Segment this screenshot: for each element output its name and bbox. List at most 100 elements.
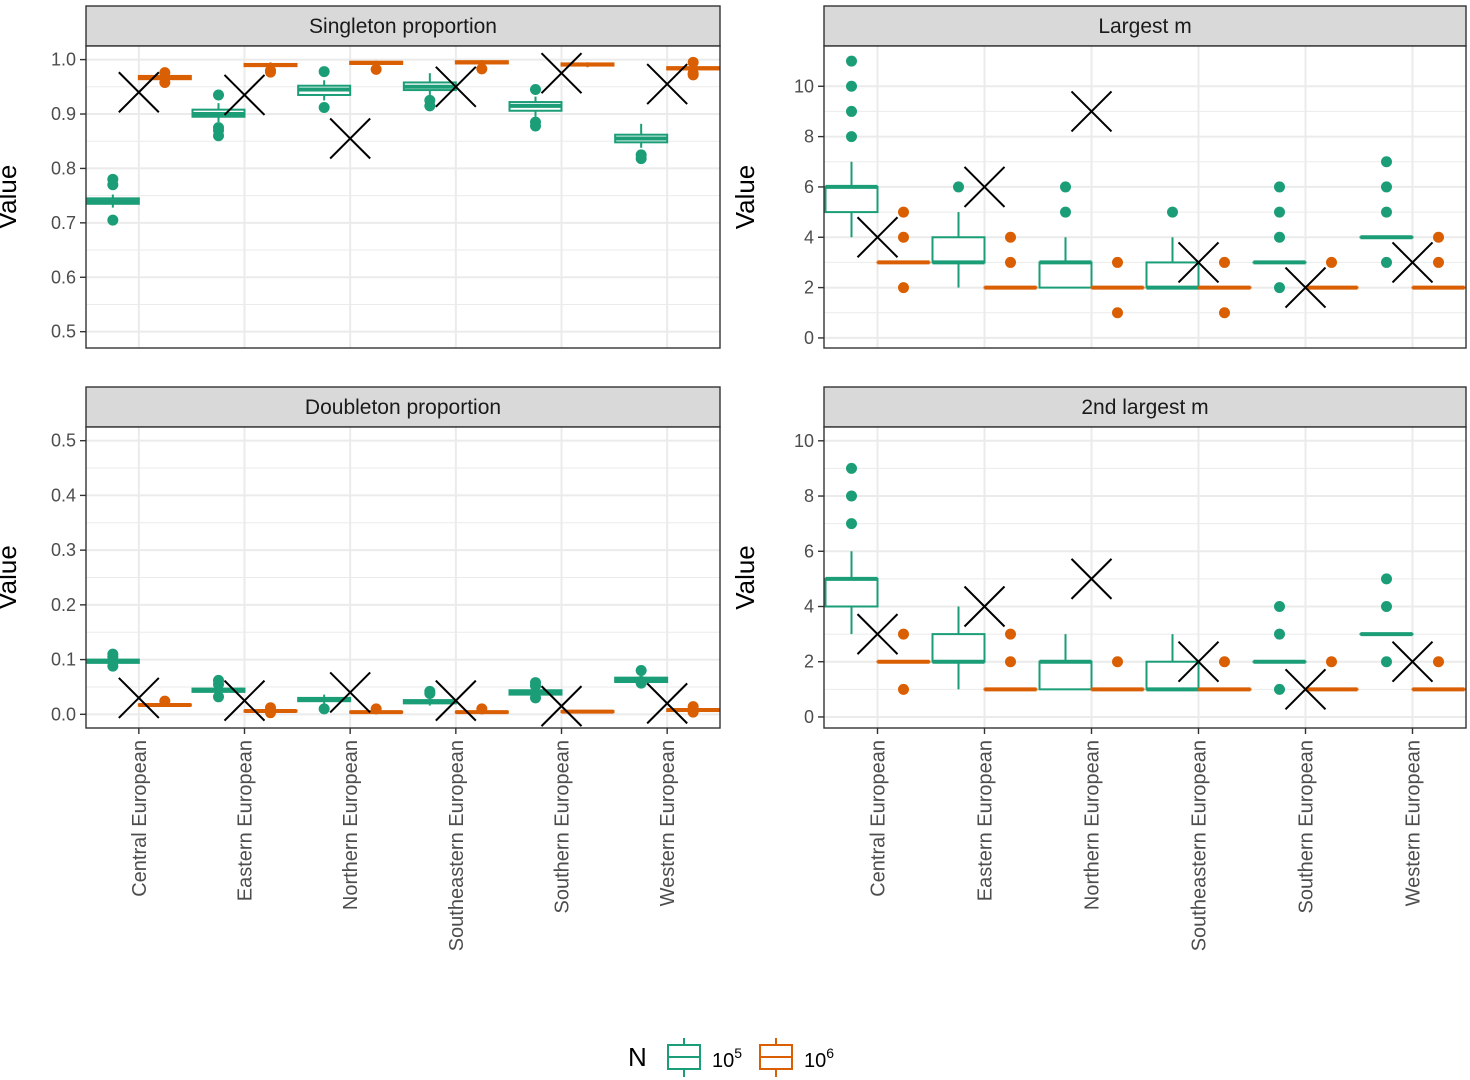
x-axis-1: Central European Eastern European Northern…	[129, 728, 679, 951]
outlier-point	[635, 677, 647, 689]
observed-stroke	[329, 671, 371, 714]
observed-stroke	[963, 585, 1006, 628]
outlier-point	[635, 665, 647, 677]
box-2	[931, 181, 986, 288]
outlier-point	[1381, 181, 1392, 193]
outlier-point	[530, 680, 541, 692]
outlier-point	[953, 181, 964, 193]
outlier-point	[1005, 628, 1016, 640]
box-6	[666, 701, 721, 718]
y-axis-title: Value	[730, 165, 760, 230]
y-tick-label: 0.9	[51, 104, 76, 124]
y-axis-title: Value	[730, 545, 760, 610]
box-2	[243, 702, 298, 719]
outlier-point	[846, 462, 857, 474]
box-2	[191, 89, 246, 142]
outlier-point	[687, 706, 699, 718]
x-tick-label: Northern European	[340, 740, 362, 910]
observed-stroke	[118, 677, 160, 719]
series-1	[85, 648, 669, 715]
x-tick-label: Southern European	[552, 740, 574, 913]
outlier-point	[1005, 231, 1016, 243]
observed-marker	[540, 685, 583, 727]
outlier-point	[213, 124, 224, 136]
outlier-point	[424, 94, 436, 106]
outlier-point	[687, 56, 699, 68]
observed-marker	[1177, 641, 1220, 683]
outlier-point	[846, 80, 857, 92]
outlier-point	[107, 651, 119, 663]
box-3	[1090, 656, 1145, 692]
observed-stroke	[646, 63, 688, 105]
observed-stroke	[1177, 241, 1220, 284]
outlier-point	[370, 703, 382, 715]
outlier-point	[159, 67, 171, 79]
x-tick-label: Western European	[1403, 740, 1425, 906]
series-1	[824, 462, 1414, 695]
outlier-point	[1274, 206, 1285, 218]
outlier-point	[318, 703, 330, 715]
x-tick-label: Western European	[657, 740, 679, 906]
y-tick-label: 0.1	[51, 650, 76, 670]
y-tick-label: 2	[804, 278, 814, 298]
outlier-point	[1326, 656, 1337, 668]
box-4	[454, 703, 509, 715]
outlier-point	[846, 55, 857, 67]
box-1	[876, 206, 931, 294]
outlier-point	[1433, 231, 1444, 243]
observed-marker	[1391, 641, 1434, 683]
strip-background	[85, 5, 721, 47]
outlier-point	[1274, 231, 1285, 243]
box-body	[1145, 660, 1200, 691]
strip-background	[823, 386, 1467, 428]
box-4	[1145, 206, 1200, 290]
outlier-point	[846, 518, 857, 530]
outlier-point	[1381, 656, 1392, 668]
outlier-point	[1274, 600, 1285, 612]
observed-marker	[329, 671, 371, 714]
outlier-point	[107, 179, 119, 191]
y-tick-label: 8	[804, 486, 814, 506]
outlier-point	[213, 691, 224, 703]
y-tick-label: 0.7	[51, 213, 76, 233]
outlier-point	[1433, 656, 1444, 668]
box-body	[824, 577, 879, 608]
box-5	[560, 709, 615, 714]
box-1	[824, 462, 879, 635]
box-1	[85, 173, 140, 226]
box-4	[1197, 656, 1252, 692]
legend-label-base: 10	[712, 1050, 734, 1072]
outlier-point	[107, 214, 119, 226]
outlier-point	[476, 703, 488, 715]
outlier-point	[1219, 307, 1230, 319]
observed-stroke	[435, 66, 477, 108]
legend-label: 105	[712, 1045, 742, 1072]
strip-title: Largest m	[1098, 15, 1191, 38]
box-1	[824, 55, 879, 238]
observed-stroke	[856, 216, 899, 258]
outlier-point	[1112, 307, 1123, 319]
x-axis-categories: Central European Eastern European Northern…	[129, 728, 1425, 951]
y-tick-label: 0.6	[51, 267, 76, 287]
observed-stroke	[540, 52, 583, 94]
x-tick-label: Southeastern European	[446, 740, 468, 951]
box-4	[402, 685, 457, 706]
observed-marker	[435, 66, 477, 108]
legend-label-exponent: 6	[826, 1045, 834, 1061]
legend-label: 106	[804, 1045, 834, 1072]
observed-stroke	[856, 613, 899, 655]
outlier-point	[318, 66, 330, 78]
outlier-point	[898, 683, 909, 695]
box-6	[666, 56, 721, 81]
observed-marker	[118, 677, 160, 719]
outlier-point	[1326, 256, 1337, 268]
outlier-point	[1005, 256, 1016, 268]
box-4	[1145, 634, 1200, 692]
observed-stroke	[1177, 641, 1220, 683]
box-6	[1411, 231, 1466, 290]
outlier-point	[898, 206, 909, 218]
y-tick-label: 0.8	[51, 158, 76, 178]
panel-background	[824, 427, 1466, 728]
strip-title: Singleton proportion	[309, 15, 497, 38]
observed-stroke	[118, 71, 160, 113]
